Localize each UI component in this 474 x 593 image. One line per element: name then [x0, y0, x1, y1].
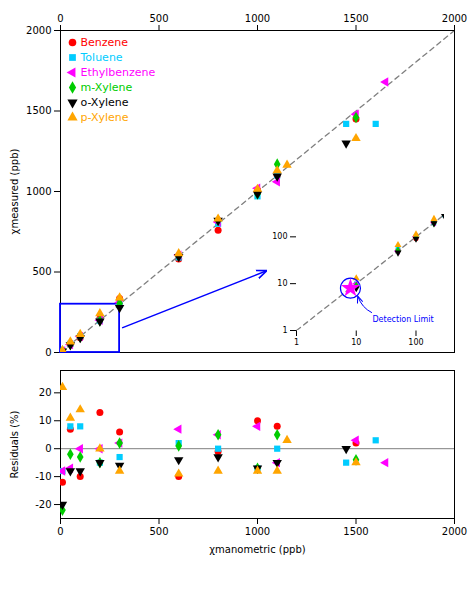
svg-text:1000: 1000	[245, 526, 270, 537]
svg-text:1: 1	[282, 326, 287, 335]
svg-text:100: 100	[408, 338, 423, 347]
svg-text:100: 100	[272, 232, 287, 241]
svg-text:m-Xylene: m-Xylene	[81, 81, 133, 94]
svg-text:1500: 1500	[26, 105, 51, 116]
svg-text:Residuals (%): Residuals (%)	[9, 410, 20, 478]
svg-text:1000: 1000	[26, 186, 51, 197]
svg-text:500: 500	[32, 266, 51, 277]
svg-text:o-Xylene: o-Xylene	[81, 96, 129, 109]
svg-text:Detection Limit: Detection Limit	[372, 315, 433, 324]
svg-text:500: 500	[149, 526, 168, 537]
svg-text:Benzene: Benzene	[81, 36, 129, 49]
svg-text:χmeasured (ppb): χmeasured (ppb)	[9, 149, 20, 235]
svg-text:1500: 1500	[343, 13, 368, 24]
svg-text:1000: 1000	[245, 13, 270, 24]
svg-text:1: 1	[294, 338, 299, 347]
svg-text:10: 10	[277, 279, 287, 288]
svg-text:10: 10	[351, 338, 361, 347]
svg-text:0: 0	[45, 443, 51, 454]
svg-text:Ethylbenzene: Ethylbenzene	[81, 66, 156, 79]
svg-text:-10: -10	[35, 471, 51, 482]
svg-text:0: 0	[45, 347, 51, 358]
svg-text:2000: 2000	[442, 526, 467, 537]
svg-text:2000: 2000	[442, 13, 467, 24]
svg-text:0: 0	[57, 526, 63, 537]
svg-text:p-Xylene: p-Xylene	[81, 111, 129, 124]
svg-text:0: 0	[57, 13, 63, 24]
svg-text:1500: 1500	[343, 526, 368, 537]
svg-text:-20: -20	[35, 499, 51, 510]
svg-text:χmanometric (ppb): χmanometric (ppb)	[209, 544, 305, 555]
svg-text:20: 20	[39, 387, 52, 398]
svg-text:500: 500	[149, 13, 168, 24]
svg-text:Toluene: Toluene	[80, 51, 123, 64]
svg-text:10: 10	[39, 415, 52, 426]
svg-text:2000: 2000	[26, 25, 51, 36]
